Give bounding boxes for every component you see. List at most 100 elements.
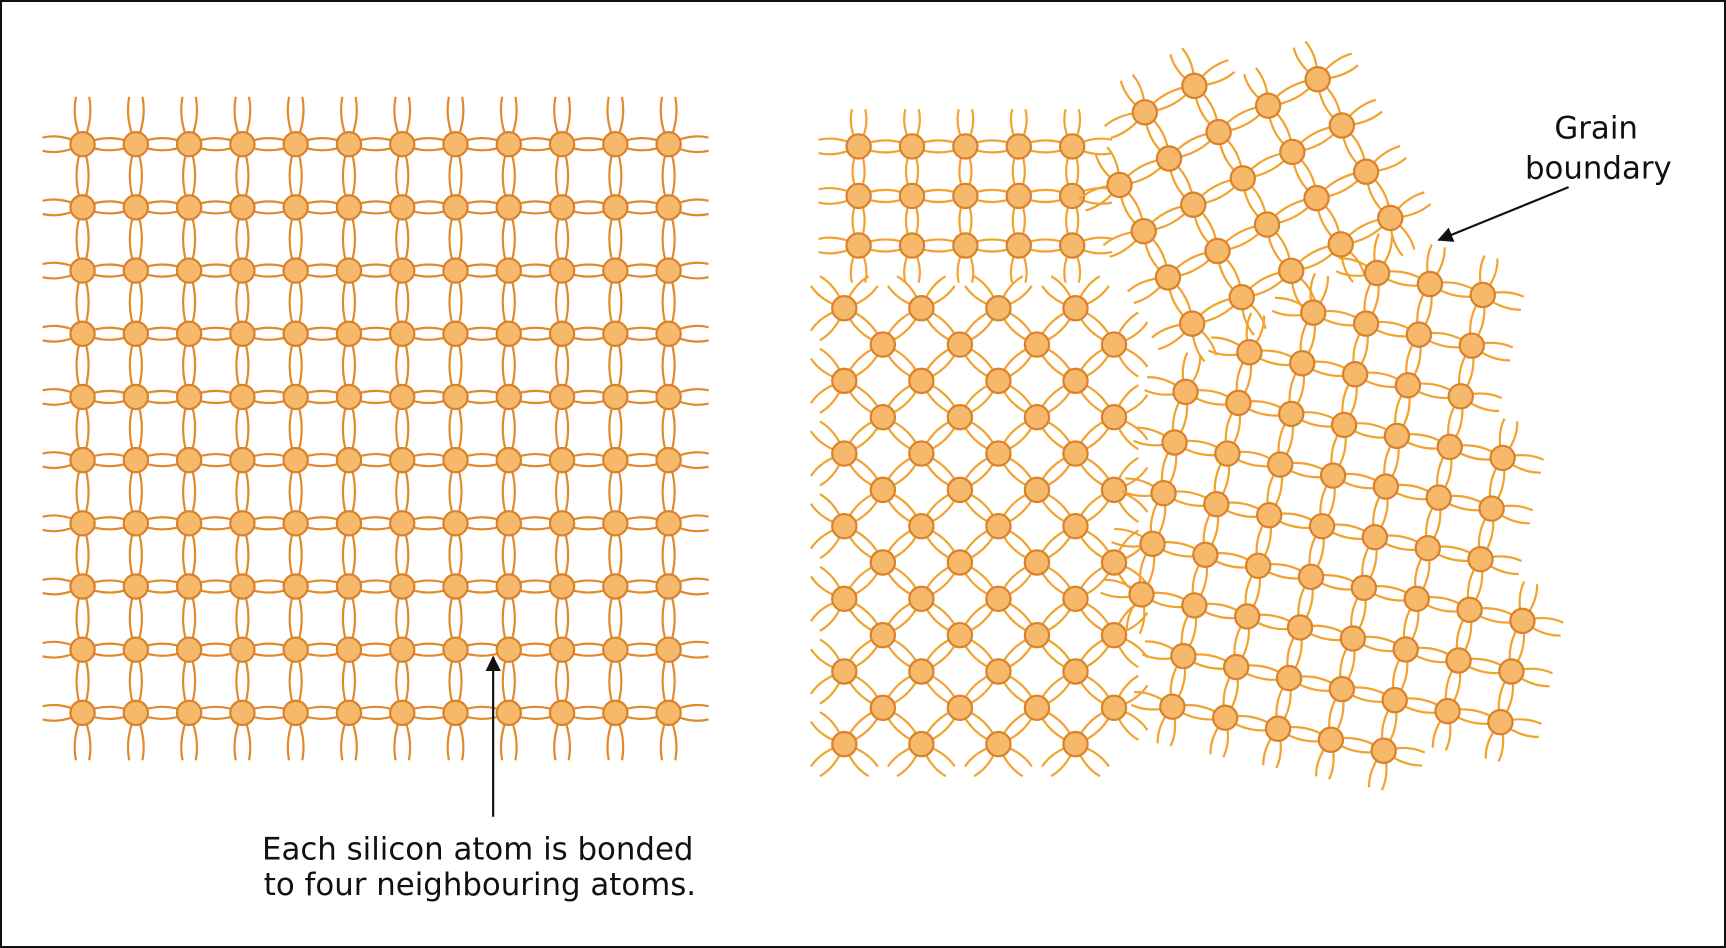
atom (1407, 323, 1431, 347)
atom (550, 511, 574, 535)
bonding-caption: Each silicon atom is bonded (262, 832, 694, 868)
atom (1343, 362, 1367, 386)
atom (603, 448, 627, 472)
atom (497, 258, 521, 282)
atom (1173, 380, 1197, 404)
atom (337, 701, 361, 725)
atom (337, 511, 361, 535)
atom (657, 258, 681, 282)
atom (1332, 413, 1356, 437)
atom (124, 195, 148, 219)
atom (847, 134, 871, 158)
atom (1374, 474, 1398, 498)
atom (1025, 550, 1049, 574)
atom (390, 701, 414, 725)
atom (948, 332, 972, 356)
atom (909, 514, 933, 538)
atom (70, 448, 94, 472)
atom (657, 638, 681, 662)
atom (1102, 405, 1126, 429)
atom (124, 511, 148, 535)
atom (986, 441, 1010, 465)
atom (832, 296, 856, 320)
atom (1133, 100, 1157, 124)
atom (70, 258, 94, 282)
atom (657, 322, 681, 346)
atom (1025, 332, 1049, 356)
atom (443, 385, 467, 409)
atom (284, 638, 308, 662)
atom (603, 638, 627, 662)
atom (284, 195, 308, 219)
atom (1226, 391, 1250, 415)
atom (832, 514, 856, 538)
atom (1363, 525, 1387, 549)
atom (657, 448, 681, 472)
atom (1266, 717, 1290, 741)
atom (337, 385, 361, 409)
atom (124, 385, 148, 409)
atom (1438, 435, 1462, 459)
atom (1488, 710, 1512, 734)
atom (443, 132, 467, 156)
atom (871, 332, 895, 356)
atom (1060, 233, 1084, 257)
atom (337, 574, 361, 598)
atom (390, 385, 414, 409)
atom (1205, 239, 1229, 263)
atom (177, 448, 201, 472)
atom (1025, 623, 1049, 647)
atom (657, 511, 681, 535)
atom (1063, 441, 1087, 465)
atom (1060, 184, 1084, 208)
atom (871, 696, 895, 720)
atom (1471, 283, 1495, 307)
atom (1204, 492, 1228, 516)
atom (497, 195, 521, 219)
atom (900, 233, 924, 257)
atom (1063, 296, 1087, 320)
atom (871, 405, 895, 429)
atom (657, 195, 681, 219)
atom (1213, 706, 1237, 730)
atom (390, 258, 414, 282)
atom (177, 511, 201, 535)
atom (443, 511, 467, 535)
atom (657, 574, 681, 598)
atom (124, 638, 148, 662)
atom (986, 296, 1010, 320)
atom (337, 132, 361, 156)
atom (497, 132, 521, 156)
atom (909, 659, 933, 683)
atom (443, 258, 467, 282)
atom (497, 385, 521, 409)
atom (1394, 637, 1418, 661)
atom (1457, 598, 1481, 622)
atom (390, 574, 414, 598)
atom (443, 638, 467, 662)
atom (1224, 655, 1248, 679)
atom (1383, 688, 1407, 712)
atom (550, 638, 574, 662)
atom (1025, 405, 1049, 429)
atom (390, 322, 414, 346)
atom (1063, 659, 1087, 683)
atom (900, 184, 924, 208)
atom (284, 258, 308, 282)
atom (1310, 514, 1334, 538)
atom (230, 701, 254, 725)
atom (1365, 261, 1389, 285)
atom (1063, 732, 1087, 756)
atom (284, 322, 308, 346)
atom (948, 405, 972, 429)
atom (953, 134, 977, 158)
atom (1279, 402, 1303, 426)
atom (177, 195, 201, 219)
atom (177, 132, 201, 156)
atom (70, 701, 94, 725)
atom (230, 574, 254, 598)
atom (1007, 184, 1031, 208)
atom (1299, 565, 1323, 589)
atom (124, 448, 148, 472)
atom (1007, 233, 1031, 257)
